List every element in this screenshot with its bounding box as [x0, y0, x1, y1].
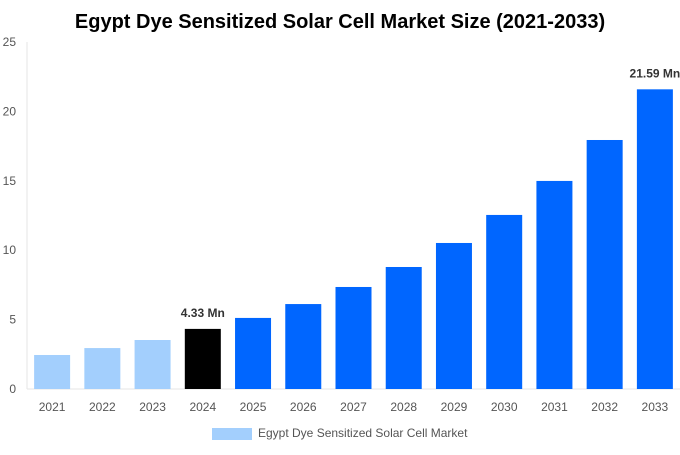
bar-2024[interactable] — [184, 328, 221, 389]
x-tick-label: 2032 — [591, 400, 618, 414]
bar-2028[interactable] — [385, 266, 422, 389]
x-tick-label: 2023 — [139, 400, 166, 414]
legend[interactable]: Egypt Dye Sensitized Solar Cell Market — [212, 426, 468, 440]
data-label-2024: 4.33 Mn — [181, 306, 225, 320]
x-tick-label: 2025 — [240, 400, 267, 414]
bar-2029[interactable] — [435, 242, 472, 389]
legend-swatch — [212, 428, 252, 440]
x-tick-label: 2026 — [290, 400, 317, 414]
bar-2025[interactable] — [235, 317, 272, 389]
y-tick-label: 25 — [3, 35, 17, 49]
bar-2030[interactable] — [486, 214, 523, 389]
bar-2026[interactable] — [285, 304, 322, 389]
x-tick-label: 2031 — [541, 400, 568, 414]
x-tick-label: 2022 — [89, 400, 116, 414]
y-tick-label: 0 — [9, 382, 16, 396]
data-label-2033: 21.59 Mn — [630, 66, 680, 80]
x-tick-label: 2030 — [491, 400, 518, 414]
bar-2022[interactable] — [84, 348, 121, 389]
bar-2021[interactable] — [34, 354, 71, 389]
y-tick-label: 20 — [3, 104, 17, 118]
bars — [34, 89, 673, 389]
bar-2027[interactable] — [335, 286, 372, 389]
x-tick-label: 2033 — [642, 400, 669, 414]
x-tick-label: 2024 — [189, 400, 216, 414]
x-tick-label: 2028 — [390, 400, 417, 414]
y-tick-label: 5 — [9, 313, 16, 327]
bar-2032[interactable] — [586, 139, 623, 389]
x-tick-label: 2027 — [340, 400, 367, 414]
y-tick-label: 15 — [3, 174, 17, 188]
chart-title: Egypt Dye Sensitized Solar Cell Market S… — [75, 11, 605, 33]
x-tick-label: 2029 — [441, 400, 468, 414]
data-labels: 4.33 Mn 21.59 Mn — [181, 66, 680, 320]
bar-2031[interactable] — [536, 180, 573, 389]
x-axis: 2021 2022 2023 2024 2025 2026 2027 2028 2029 2030… — [39, 400, 669, 414]
bar-2033[interactable] — [636, 89, 673, 389]
bar-2023[interactable] — [134, 340, 171, 389]
legend-label: Egypt Dye Sensitized Solar Cell Market — [258, 426, 468, 440]
y-tick-label: 10 — [3, 243, 17, 257]
x-tick-label: 2021 — [39, 400, 66, 414]
